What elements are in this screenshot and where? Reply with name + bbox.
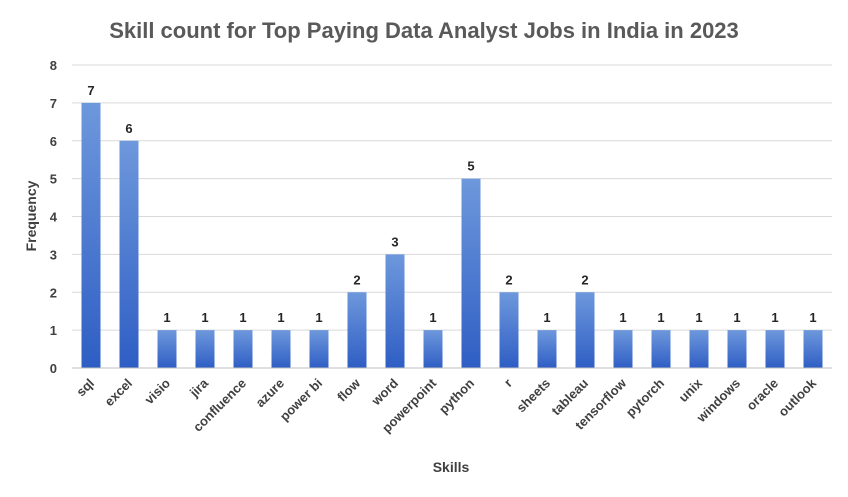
bar-power-bi [309, 330, 329, 368]
x-tick-label: flow [334, 375, 364, 405]
bar-pytorch [651, 330, 671, 368]
x-tick-label: unix [676, 375, 706, 405]
bar-word [385, 254, 405, 368]
x-tick-label: outlook [775, 375, 819, 419]
x-tick-label: pytorch [623, 375, 667, 419]
x-tick-label: visio [142, 375, 174, 407]
x-tick-label: azure [252, 376, 287, 411]
bar-visio [157, 330, 177, 368]
data-label: 7 [87, 83, 94, 98]
chart-title: Skill count for Top Paying Data Analyst … [109, 18, 739, 43]
bar-azure [271, 330, 291, 368]
x-tick-label: word [368, 375, 401, 408]
bar-sheets [537, 330, 557, 368]
y-tick-label: 3 [50, 247, 57, 262]
data-label: 3 [391, 234, 398, 249]
y-tick-label: 1 [50, 323, 57, 338]
data-label: 1 [771, 310, 778, 325]
x-tick-label: python [436, 375, 477, 416]
bar-unix [689, 330, 709, 368]
data-label: 1 [695, 310, 702, 325]
bar-confluence [233, 330, 253, 368]
bar-powerpoint [423, 330, 443, 368]
bar-jira [195, 330, 215, 368]
data-label: 1 [163, 310, 170, 325]
data-label: 1 [201, 310, 208, 325]
data-label: 1 [619, 310, 626, 325]
data-labels: 7 6 1 1 1 1 1 2 3 1 5 2 1 2 1 1 1 1 1 1 [87, 83, 816, 325]
bar-tableau [575, 292, 595, 368]
bar-r [499, 292, 519, 368]
y-tick-label: 7 [50, 96, 57, 111]
bars [81, 102, 823, 368]
gridlines [72, 64, 832, 331]
y-axis-ticks: 0 1 2 3 4 5 6 7 8 [50, 58, 58, 376]
y-tick-label: 4 [50, 210, 58, 225]
bar-excel [119, 140, 139, 368]
y-tick-label: 6 [50, 134, 57, 149]
data-label: 2 [505, 272, 512, 287]
y-tick-label: 8 [50, 58, 57, 73]
bar-oracle [765, 330, 785, 368]
y-tick-label: 5 [50, 172, 57, 187]
data-label: 5 [467, 159, 474, 174]
y-axis-title: Frequency [23, 180, 39, 251]
x-tick-label: r [501, 376, 515, 390]
x-tick-label: power bi [277, 376, 325, 424]
data-label: 1 [239, 310, 246, 325]
x-tick-label: excel [102, 376, 136, 410]
x-tick-label: sql [73, 376, 97, 400]
x-tick-label: sheets [513, 376, 553, 416]
bar-flow [347, 292, 367, 368]
y-tick-label: 0 [50, 361, 57, 376]
data-label: 2 [353, 272, 360, 287]
data-label: 1 [277, 310, 284, 325]
data-label: 1 [315, 310, 322, 325]
bar-python [461, 178, 481, 368]
data-label: 1 [733, 310, 740, 325]
bar-tensorflow [613, 330, 633, 368]
bar-outlook [803, 330, 823, 368]
data-label: 1 [809, 310, 816, 325]
data-label: 6 [125, 121, 132, 136]
data-label: 1 [543, 310, 550, 325]
data-label: 2 [581, 272, 588, 287]
y-tick-label: 2 [50, 285, 57, 300]
x-axis-title: Skills [433, 459, 470, 475]
data-label: 1 [657, 310, 664, 325]
bar-sql [81, 102, 101, 368]
x-tick-label: jira [186, 375, 212, 401]
data-label: 1 [429, 310, 436, 325]
bar-windows [727, 330, 747, 368]
